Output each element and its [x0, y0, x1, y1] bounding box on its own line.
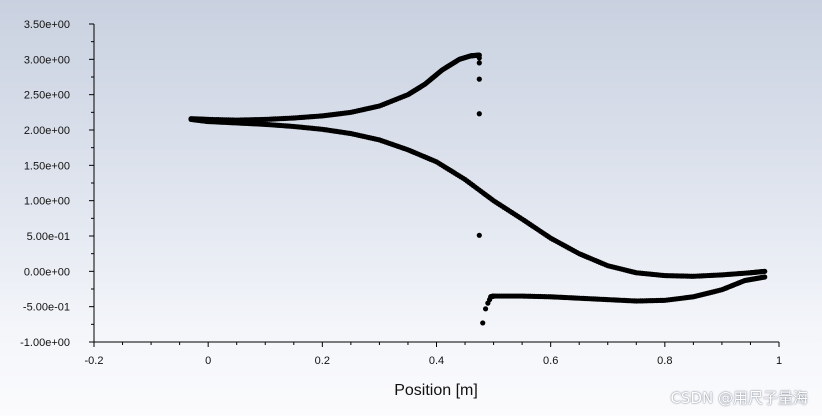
y-tick-label: 2.00e+00: [24, 125, 70, 137]
x-tick-label: -0.2: [85, 355, 104, 367]
x-tick-label: 1: [776, 355, 782, 367]
x-tick-label: 0.4: [429, 355, 444, 367]
y-tick-label: 2.50e+00: [24, 90, 70, 102]
watermark: CSDN @用尺子量海: [670, 389, 808, 407]
data-point: [476, 232, 482, 238]
x-tick-label: 0.2: [315, 355, 330, 367]
x-tick-label: 0.8: [657, 355, 672, 367]
y-tick-label: -1.00e+00: [20, 337, 70, 349]
y-tick-label: 1.50e+00: [24, 160, 70, 172]
data-point: [486, 297, 493, 303]
y-tick-label: -5.00e-01: [23, 302, 70, 314]
y-tick-label: 1.00e+00: [24, 196, 70, 208]
data-point: [480, 320, 486, 326]
ticks: -0.2 0 0.2 0.4 0.6 0.8 1 -1.00e+00 -5.00e-01 0.00…: [20, 19, 782, 367]
data-point: [476, 60, 482, 66]
data-point: [476, 76, 482, 82]
data-point: [476, 55, 482, 61]
data-point: [482, 306, 489, 312]
y-tick-label: 0.00e+00: [24, 266, 70, 278]
data-point: [476, 111, 482, 117]
y-tick-label: 3.50e+00: [24, 19, 70, 31]
data-point: [762, 274, 768, 280]
data-points: [188, 52, 768, 326]
x-axis-label: Position [m]: [394, 382, 478, 399]
y-tick-label: 5.00e-01: [27, 231, 70, 243]
data-point: [762, 268, 768, 274]
x-tick-label: 0.6: [543, 355, 558, 367]
y-tick-label: 3.00e+00: [24, 54, 70, 66]
x-tick-label: 0: [205, 355, 211, 367]
